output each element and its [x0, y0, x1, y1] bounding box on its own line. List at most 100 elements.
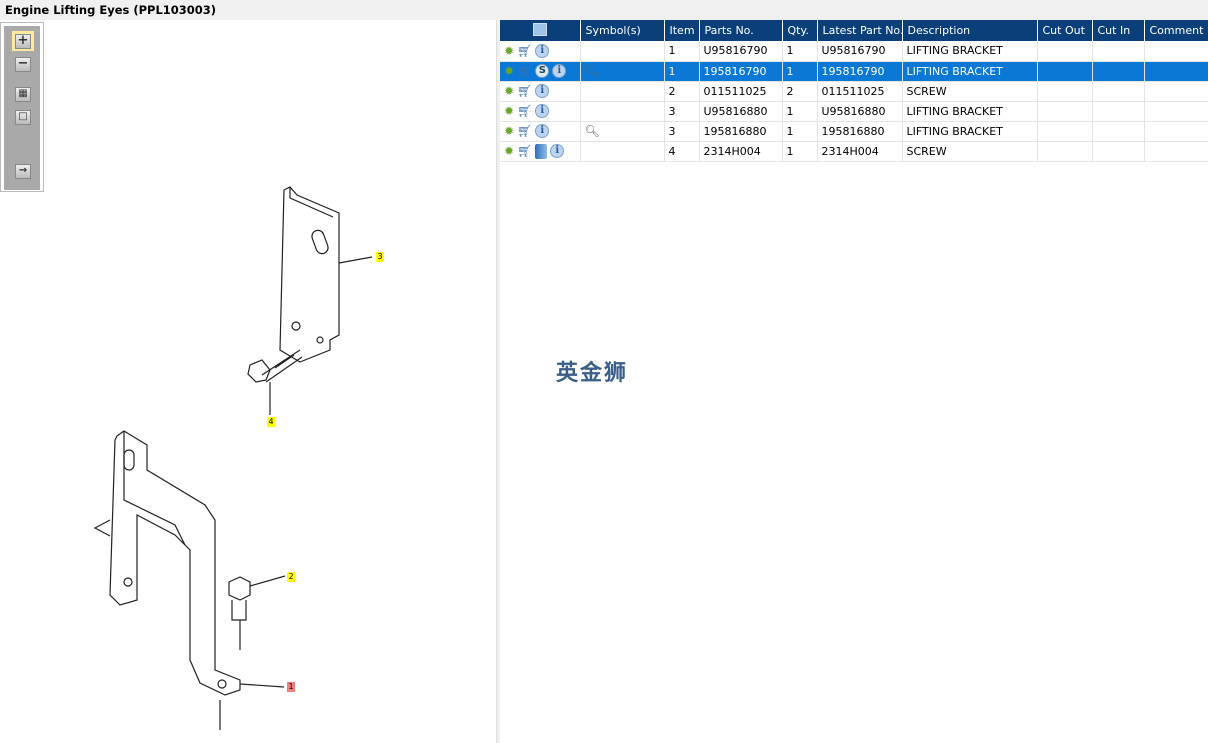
- zoom-out-button[interactable]: −: [12, 54, 34, 74]
- cell-desc: SCREW: [902, 81, 1038, 102]
- symbol-cell[interactable]: 🔍︎: [580, 121, 665, 142]
- gear-icon[interactable]: ✹: [504, 43, 515, 58]
- table-row[interactable]: ✹ 🛒︎ i 3 U95816880 1 U95816880 LIFTING BRACKET: [500, 101, 1208, 122]
- info-icon[interactable]: i: [535, 43, 550, 58]
- parts-list-pane: Symbol(s) Item Parts No. Qty. Latest Par…: [500, 20, 1208, 743]
- cell-part: 2314H004: [699, 141, 783, 162]
- search-view-icon: [532, 22, 547, 36]
- callout-1[interactable]: 1: [287, 682, 295, 692]
- gear-icon[interactable]: ✹: [504, 124, 515, 138]
- table-row[interactable]: ✹ 🛒︎ i 🔍︎ 3 195816880 1 195816880 LIFTING BRACKE…: [500, 121, 1208, 142]
- info-icon[interactable]: i: [550, 144, 565, 158]
- cell-qty: 1: [782, 101, 818, 122]
- fit-view-button[interactable]: ▦: [12, 84, 34, 104]
- header-description[interactable]: Description: [902, 20, 1038, 41]
- table-header: Symbol(s) Item Parts No. Qty. Latest Par…: [500, 20, 1208, 41]
- supersession-icon[interactable]: S: [535, 64, 550, 78]
- header-comment[interactable]: Comment: [1144, 20, 1208, 41]
- symbol-cell[interactable]: [580, 141, 665, 162]
- header-search[interactable]: [500, 20, 581, 41]
- view-book-magnifier-icon[interactable]: 🔍︎: [584, 64, 600, 78]
- cart-icon[interactable]: 🛒︎: [517, 84, 533, 98]
- callout-2[interactable]: 2: [287, 572, 295, 582]
- symbol-cell[interactable]: [580, 101, 665, 122]
- table-row[interactable]: ✹ 🛒︎ i 1 U95816790 1 U95816790 LIFTING BRACKET: [500, 41, 1208, 62]
- cell-cut_out: [1037, 121, 1093, 142]
- zoom-in-button[interactable]: +: [12, 31, 34, 51]
- cell-item: 3: [664, 121, 700, 142]
- parts-table: Symbol(s) Item Parts No. Qty. Latest Par…: [500, 20, 1208, 162]
- cell-desc: SCREW: [902, 141, 1038, 162]
- single-view-button[interactable]: □: [12, 107, 34, 127]
- pane-splitter[interactable]: [496, 20, 500, 743]
- symbol-cell[interactable]: [580, 41, 665, 62]
- header-qty[interactable]: Qty.: [782, 20, 818, 41]
- cell-cut_in: [1092, 101, 1145, 122]
- cell-latest: 195816880: [817, 121, 903, 142]
- cell-latest: 2314H004: [817, 141, 903, 162]
- zoom-in-icon: +: [15, 33, 31, 49]
- header-cut-out[interactable]: Cut Out: [1037, 20, 1093, 41]
- callout-3[interactable]: 3: [376, 252, 384, 262]
- cell-latest: U95816880: [817, 101, 903, 122]
- square-icon: □: [15, 109, 31, 125]
- symbol-cell[interactable]: [580, 81, 665, 102]
- cell-item: 2: [664, 81, 700, 102]
- symbol-cell[interactable]: 🔍︎: [580, 61, 665, 82]
- header-latest-part-no[interactable]: Latest Part No.: [817, 20, 903, 41]
- row-actions: ✹ 🛒︎ i: [500, 41, 581, 62]
- info-icon[interactable]: i: [535, 104, 550, 118]
- grid-icon: ▦: [15, 86, 31, 102]
- callout-4[interactable]: 4: [267, 417, 275, 427]
- export-icon: →: [15, 163, 31, 179]
- cell-item: 4: [664, 141, 700, 162]
- diagram-pane[interactable]: 3 4 2 1 + − ▦ □ →: [0, 20, 497, 743]
- info-icon[interactable]: i: [535, 124, 550, 138]
- view-book-magnifier-icon[interactable]: 🔍︎: [584, 124, 600, 138]
- cart-icon[interactable]: 🛒︎: [517, 124, 533, 138]
- gear-icon[interactable]: ✹: [504, 84, 515, 98]
- header-cut-in[interactable]: Cut In: [1092, 20, 1145, 41]
- book-icon[interactable]: [535, 143, 548, 159]
- diagram-toolbar: + − ▦ □ →: [0, 22, 44, 192]
- cell-desc: LIFTING BRACKET: [902, 61, 1038, 82]
- watermark: 英金狮: [556, 361, 629, 386]
- cell-item: 1: [664, 41, 700, 62]
- header-parts-no[interactable]: Parts No.: [699, 20, 783, 41]
- cell-part: 195816880: [699, 121, 783, 142]
- cell-part: 011511025: [699, 81, 783, 102]
- row-actions: ✹ 🛒︎ i: [500, 121, 581, 142]
- cell-cut_in: [1092, 41, 1145, 62]
- gear-icon[interactable]: ✹: [504, 104, 515, 118]
- table-row[interactable]: ✹ 🛒︎ i 4 2314H004 1 2314H004 SCREW: [500, 141, 1208, 162]
- header-item[interactable]: Item: [664, 20, 700, 41]
- cell-qty: 1: [782, 41, 818, 62]
- gear-icon[interactable]: ✹: [504, 64, 515, 78]
- cell-cut_in: [1092, 61, 1145, 82]
- zoom-out-icon: −: [15, 56, 31, 72]
- table-row[interactable]: ✹ 🛒︎ i 2 011511025 2 011511025 SCREW: [500, 81, 1208, 102]
- cell-desc: LIFTING BRACKET: [902, 101, 1038, 122]
- cell-desc: LIFTING BRACKET: [902, 41, 1038, 62]
- info-icon[interactable]: i: [552, 64, 567, 78]
- cell-qty: 1: [782, 121, 818, 142]
- window-title: Engine Lifting Eyes (PPL103003): [0, 0, 1208, 20]
- cell-cut_out: [1037, 61, 1093, 82]
- cell-cut_in: [1092, 141, 1145, 162]
- info-icon[interactable]: i: [535, 84, 550, 98]
- cell-part: 195816790: [699, 61, 783, 82]
- cell-cut_out: [1037, 41, 1093, 62]
- gear-icon[interactable]: ✹: [504, 144, 515, 158]
- cell-comment: [1144, 121, 1208, 142]
- cell-latest: 195816790: [817, 61, 903, 82]
- cell-latest: U95816790: [817, 41, 903, 62]
- row-actions: ✹ 🛒︎ i: [500, 81, 581, 102]
- export-button[interactable]: →: [12, 161, 34, 181]
- cart-icon[interactable]: 🛒︎: [517, 43, 533, 58]
- cart-icon[interactable]: 🛒︎: [517, 104, 533, 118]
- header-symbols[interactable]: Symbol(s): [580, 20, 665, 41]
- cart-icon[interactable]: 🛒︎: [517, 144, 533, 158]
- cart-icon[interactable]: 🛒︎: [517, 64, 533, 78]
